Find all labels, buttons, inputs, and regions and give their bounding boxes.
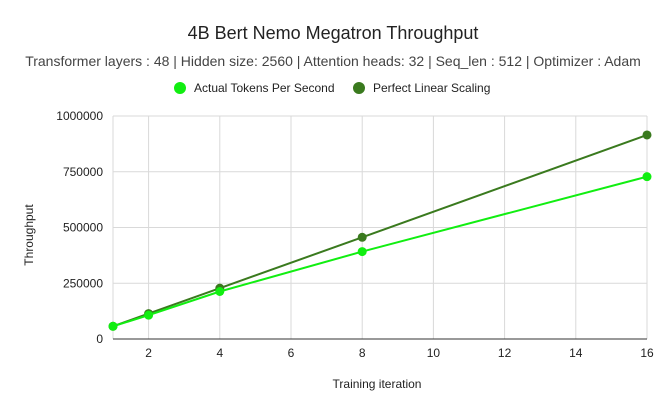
x-tick-label: 2 [145, 346, 152, 360]
x-tick-label: 8 [359, 346, 366, 360]
data-point-actual-tokens-per-second [642, 172, 652, 182]
x-tick-label: 12 [498, 346, 512, 360]
y-tick-label: 250000 [63, 276, 103, 290]
y-tick-label: 0 [96, 332, 103, 346]
legend-item: Actual Tokens Per Second [174, 81, 335, 95]
data-point-perfect-linear-scaling [357, 232, 367, 242]
chart-subtitle: Transformer layers : 48 | Hidden size: 2… [25, 53, 641, 69]
x-tick-label: 6 [288, 346, 295, 360]
legend: Actual Tokens Per Second Perfect Linear S… [174, 81, 490, 95]
y-tick-label: 500000 [63, 221, 103, 235]
data-point-actual-tokens-per-second [108, 321, 118, 331]
legend-label: Actual Tokens Per Second [194, 81, 335, 95]
data-point-perfect-linear-scaling [642, 130, 652, 140]
legend-item: Perfect Linear Scaling [353, 81, 490, 95]
y-axis-title: Throughput [22, 204, 36, 266]
x-tick-label: 4 [216, 346, 223, 360]
data-point-actual-tokens-per-second [357, 247, 367, 257]
legend-label: Perfect Linear Scaling [373, 81, 490, 95]
x-axis-title: Training iteration [333, 377, 422, 391]
legend-marker [353, 82, 365, 94]
x-tick-label: 10 [427, 346, 441, 360]
legend-marker [174, 82, 186, 94]
x-tick-label: 16 [640, 346, 654, 360]
y-tick-label: 1000000 [56, 109, 103, 123]
grid-lines [112, 115, 648, 339]
data-point-actual-tokens-per-second [215, 287, 225, 297]
series-layer [108, 130, 652, 331]
y-tick-label: 750000 [63, 165, 103, 179]
x-tick-label: 14 [569, 346, 583, 360]
axes: 0 250000 500000 750000 1000000 2 4 6 8 10 12 14 16 [56, 109, 654, 360]
data-point-actual-tokens-per-second [144, 310, 154, 320]
chart-title: 4B Bert Nemo Megatron Throughput [188, 23, 479, 43]
